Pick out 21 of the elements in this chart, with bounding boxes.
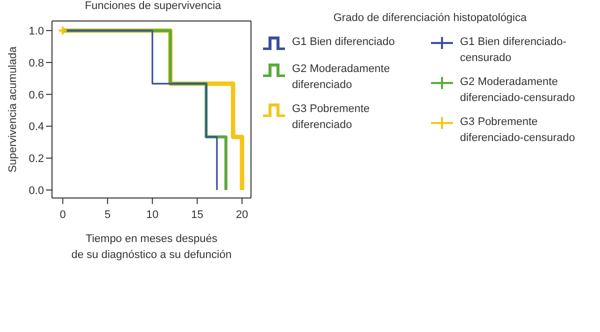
y-tick-label: 0.2 <box>28 153 44 166</box>
y-tick-label: 0.8 <box>28 57 44 70</box>
y-tick-label: 0.0 <box>28 184 44 197</box>
legend-label: G2 Moderadamente diferenciado <box>292 62 391 93</box>
legend-label: G1 Bien diferenciado-censurado <box>460 35 568 66</box>
x-tick-label: 0 <box>60 209 66 221</box>
y-axis-title: Supervivencia acumulada <box>6 46 19 172</box>
y-tick-label: 0.6 <box>28 89 44 102</box>
x-tick-label: 20 <box>236 209 248 221</box>
legend-label: G3 Pobremente diferenciado-censurado <box>460 115 576 146</box>
y-tick-label: 1.0 <box>28 25 44 38</box>
legend-label: G3 Pobremente diferenciado <box>292 102 371 133</box>
chart-title: Funciones de supervivencia <box>84 0 222 12</box>
x-tick-label: 10 <box>146 209 159 221</box>
legend-label: G1 Bien diferenciado <box>292 35 396 50</box>
legend-label: G2 Moderadamente diferenciado-censurado <box>460 75 576 106</box>
y-tick-label: 0.4 <box>28 121 44 134</box>
legend-title: Grado de diferenciación histopatológica <box>332 12 528 24</box>
x-axis-title: Tiempo en meses después de su diagnóstico a su defunción <box>71 233 232 261</box>
x-tick-label: 15 <box>191 209 204 221</box>
x-tick-label: 5 <box>104 209 111 221</box>
